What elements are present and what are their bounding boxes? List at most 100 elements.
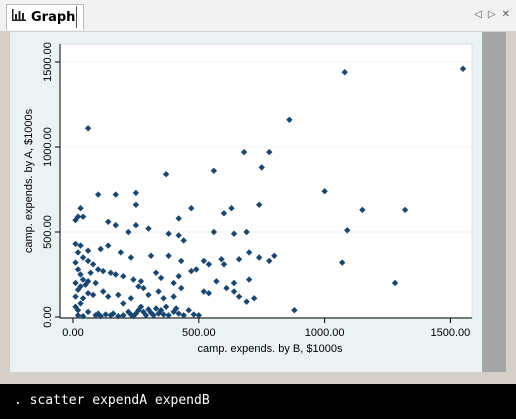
data-point [165,312,172,319]
data-point [170,293,177,300]
data-point [200,288,208,295]
data-point [344,227,351,234]
data-point [152,269,160,276]
data-point [245,249,253,256]
data-point [210,228,218,236]
data-point [243,228,250,236]
data-point [105,218,112,225]
window-controls: ◁ ▷ ✕ [474,9,510,21]
x-tick-label: 1500.00 [431,327,471,339]
scroll-left-icon[interactable]: ◁ [474,9,482,20]
data-point [185,307,192,314]
data-point [359,206,366,214]
bar-chart-icon [11,8,27,27]
data-point [205,290,213,297]
data-point [220,210,228,217]
vertical-scrollbar[interactable] [482,32,506,372]
graph-window: Graph ◁ ▷ ✕ 0.00 500.00 1000.00 1500.00 0.00… [0,0,516,384]
data-point [72,240,79,248]
data-point [152,305,160,312]
data-point [180,312,187,319]
tab-graph[interactable]: Graph [6,4,85,30]
data-point [165,252,172,259]
data-point [175,310,182,317]
scatter-plot: 0.00 500.00 1000.00 1500.00 0.00 500.00 1000.0… [23,42,473,355]
data-point [97,312,104,320]
data-point [339,259,346,266]
data-point [99,267,107,275]
data-point [115,291,122,299]
data-point [162,303,170,310]
data-point [321,188,328,195]
data-point [177,284,185,292]
data-point [341,69,348,76]
data-point [117,249,125,256]
data-point [145,291,152,299]
data-point [258,164,265,171]
data-point [157,307,165,314]
data-point [271,252,278,259]
data-point [175,215,182,222]
data-point [137,278,145,285]
data-point [79,295,87,302]
data-point [79,312,87,320]
data-point [245,276,253,283]
data-point [79,213,87,220]
data-point [230,288,238,295]
data-point [240,148,248,156]
data-point [87,269,94,276]
data-point [235,256,243,263]
y-tick-label: 1500.00 [42,42,54,82]
data-point [190,311,197,318]
data-point [205,261,213,268]
data-point [74,249,82,256]
data-point [157,274,165,282]
data-point [72,216,79,224]
data-point [218,256,225,263]
data-point [77,300,84,307]
data-point [266,257,273,265]
data-point [84,308,92,316]
data-point [72,259,79,266]
data-point [177,257,185,265]
data-point [135,283,142,290]
data-point [243,298,250,305]
data-point [79,276,87,283]
data-point [77,205,84,212]
data-point [162,171,170,178]
data-point [92,279,99,287]
data-point [142,312,150,319]
data-point [94,191,102,198]
data-point [105,293,112,300]
y-tick-label: 500.00 [42,215,54,249]
data-point [210,167,218,174]
plot-area [59,43,473,319]
data-point [125,228,132,236]
data-point [175,232,182,239]
data-point [89,261,97,268]
data-point [160,311,167,318]
data-point [228,205,235,212]
scroll-right-icon[interactable]: ▷ [487,9,496,20]
data-point [102,311,109,318]
data-point [79,254,87,261]
graph-plot-region: 0.00 500.00 1000.00 1500.00 0.00 500.00 1000.0… [10,32,482,372]
data-point [112,191,119,198]
data-point [74,307,82,314]
close-icon[interactable]: ✕ [501,9,510,20]
data-point [97,245,104,253]
data-point [180,237,187,244]
data-point [74,312,82,319]
data-point [140,284,147,292]
data-point [220,261,228,268]
data-point [84,257,92,265]
data-point [145,225,152,232]
x-tick-label: 1000.00 [305,327,345,339]
data-point [188,205,195,212]
data-point [250,295,258,302]
data-point [130,276,137,283]
data-point [89,291,97,299]
y-tick-label: 1000.00 [42,127,54,167]
data-point [125,308,132,316]
data-point [84,290,92,297]
